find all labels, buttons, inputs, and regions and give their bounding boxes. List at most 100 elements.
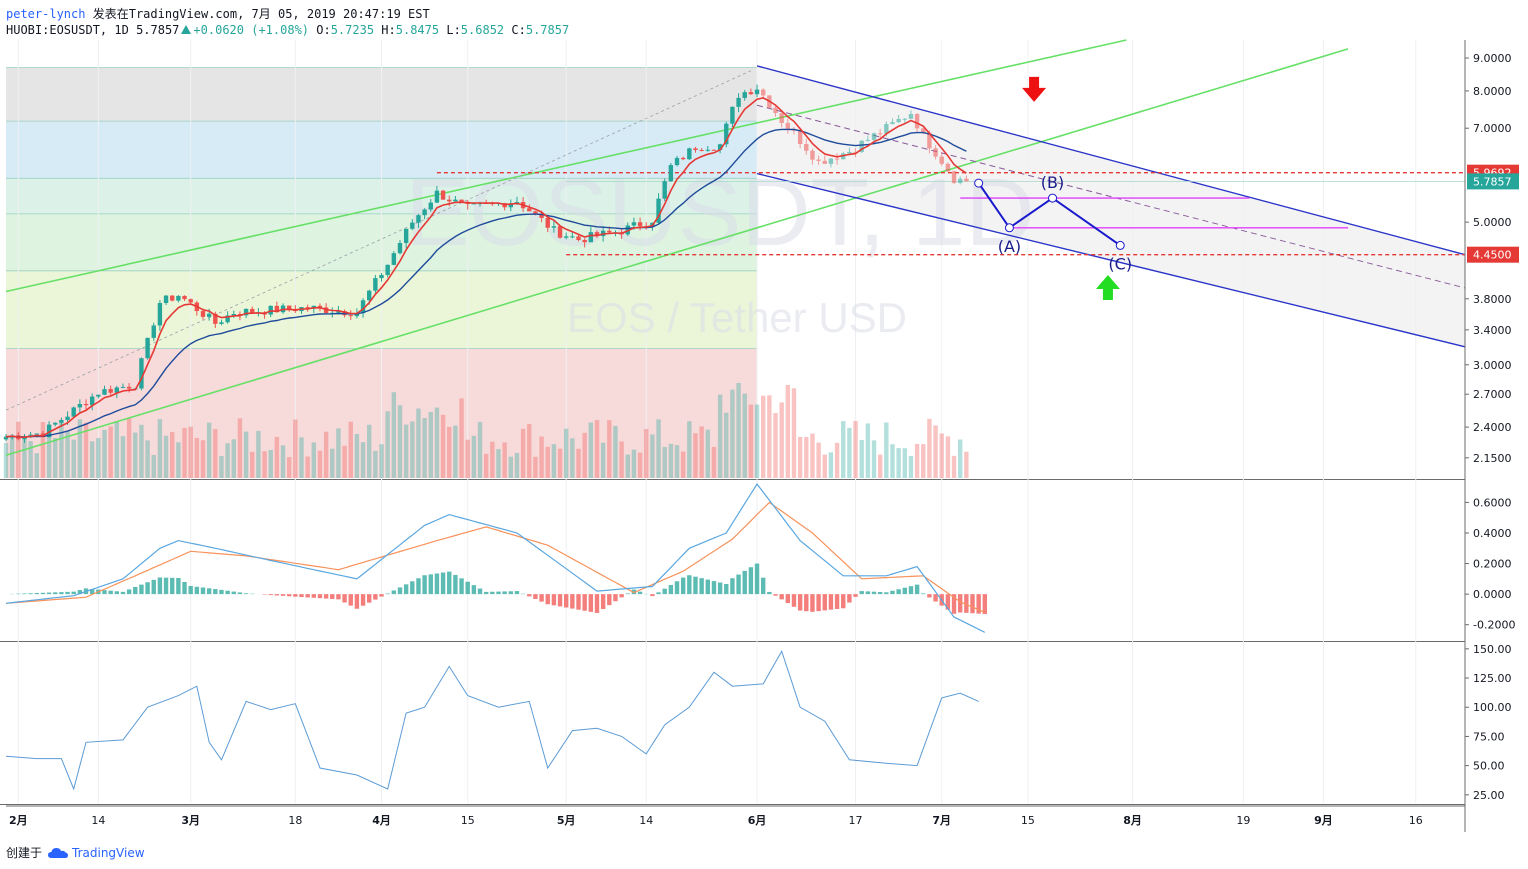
volume-bar	[945, 436, 951, 478]
cci-tick-label: 150.00	[1473, 643, 1512, 656]
macd-histogram-bar	[120, 591, 126, 595]
volume-bar	[336, 428, 341, 478]
macd-histogram-bar	[545, 594, 550, 605]
macd-histogram-bar	[139, 584, 144, 595]
annotations: (A) (B) (C)	[974, 76, 1132, 300]
macd-histogram-bar	[631, 589, 637, 595]
candle	[693, 146, 698, 153]
macd-histogram-bar	[237, 592, 243, 595]
candle-body	[163, 295, 169, 304]
macd-histogram-bar	[970, 594, 975, 614]
candle-body	[89, 396, 95, 406]
macd-histogram-bar	[834, 594, 840, 609]
volume-bar	[157, 419, 163, 478]
volume-bar	[927, 418, 932, 478]
volume-bar	[231, 439, 236, 478]
macd-histogram-bar	[133, 587, 138, 595]
candle	[945, 162, 951, 172]
macd-histogram-bar	[428, 574, 433, 595]
published-text: 发表在TradingView.com, 7月 05, 2019 20:47:19…	[92, 7, 430, 21]
wave-label-2: (C)	[1108, 254, 1132, 273]
macd-histogram-bar	[767, 591, 772, 595]
volume-bar	[625, 454, 630, 478]
macd-histogram-bar	[348, 594, 353, 606]
time-tick-label: 6月	[748, 814, 767, 827]
macd-histogram-bar	[877, 591, 883, 595]
macd-tick-label: -0.2000	[1473, 619, 1515, 632]
cci-tick-label: 75.00	[1473, 730, 1505, 743]
volume-bar	[736, 383, 741, 478]
volume-bar	[680, 451, 686, 478]
author-link[interactable]: peter-lynch	[6, 7, 86, 21]
candle-body	[391, 253, 397, 265]
macd-histogram-bar	[188, 585, 193, 595]
volume-bar	[46, 431, 52, 478]
candle-body	[964, 178, 969, 182]
candle-body	[459, 199, 464, 202]
volume-bar	[459, 398, 464, 478]
macd-histogram-bar	[373, 594, 378, 600]
candle-body	[114, 387, 120, 393]
macd-histogram-bar	[151, 579, 156, 595]
volume-bar	[742, 393, 747, 478]
cci-tick-label: 25.00	[1473, 789, 1505, 802]
candle-body	[410, 222, 415, 229]
candle-body	[440, 190, 446, 200]
macd-histogram-bar	[908, 586, 914, 595]
candle	[53, 422, 58, 427]
volume-bar	[237, 418, 243, 478]
candle	[859, 140, 864, 154]
candle	[816, 155, 821, 165]
macd-histogram-bar	[403, 584, 409, 595]
symbol-label: HUOBI:EOSUSDT, 1D	[6, 23, 129, 37]
volume-bar	[16, 421, 21, 478]
volume-bar	[570, 438, 575, 478]
volume-bar	[933, 425, 938, 478]
candle-body	[724, 123, 729, 145]
ohlc-line: HUOBI:EOSUSDT, 1D 5.7857 +0.0620 (+1.08%)…	[6, 23, 569, 37]
volume-bar	[490, 441, 495, 478]
macd-histogram-bar	[945, 594, 951, 610]
candle-body	[317, 305, 323, 308]
volume-bar	[471, 435, 477, 478]
candle	[551, 220, 557, 233]
volume-bar	[397, 405, 403, 478]
macd-histogram-bar	[816, 594, 821, 612]
candle	[120, 383, 126, 389]
volume-bar	[964, 451, 969, 478]
macd-histogram-bar	[557, 594, 563, 607]
volume-bar	[151, 454, 156, 478]
candle	[219, 319, 224, 326]
macd-histogram-bar	[379, 594, 384, 597]
volume-bar	[939, 433, 944, 478]
candle	[576, 234, 581, 242]
cci-tick-label: 125.00	[1473, 672, 1512, 685]
candle	[557, 224, 563, 239]
candle	[176, 295, 181, 303]
macd-histogram-bar	[791, 594, 797, 607]
tradingview-logo[interactable]: TradingView	[48, 846, 145, 860]
candle-body	[853, 151, 858, 153]
low-value: 5.6852	[460, 23, 505, 37]
volume-bar	[508, 456, 514, 478]
volume-bar	[65, 430, 70, 478]
candle	[662, 178, 667, 202]
candle	[951, 170, 957, 184]
macd-histogram-bar	[625, 593, 630, 595]
candle	[108, 385, 113, 395]
volume-bar	[662, 446, 667, 478]
candle-body	[625, 225, 630, 235]
candle	[422, 208, 427, 220]
macd-histogram-bar	[687, 575, 692, 595]
macd-histogram-bar	[841, 594, 846, 609]
candle	[157, 300, 163, 331]
macd-histogram-bar	[243, 593, 249, 595]
macd-histogram-bar	[274, 594, 280, 596]
volume-bar	[921, 444, 926, 478]
volume-bar	[274, 436, 280, 478]
wave-point-1	[1004, 223, 1014, 233]
volume-bar	[871, 440, 877, 478]
candle-body	[139, 358, 144, 389]
volume-bar	[403, 424, 409, 478]
